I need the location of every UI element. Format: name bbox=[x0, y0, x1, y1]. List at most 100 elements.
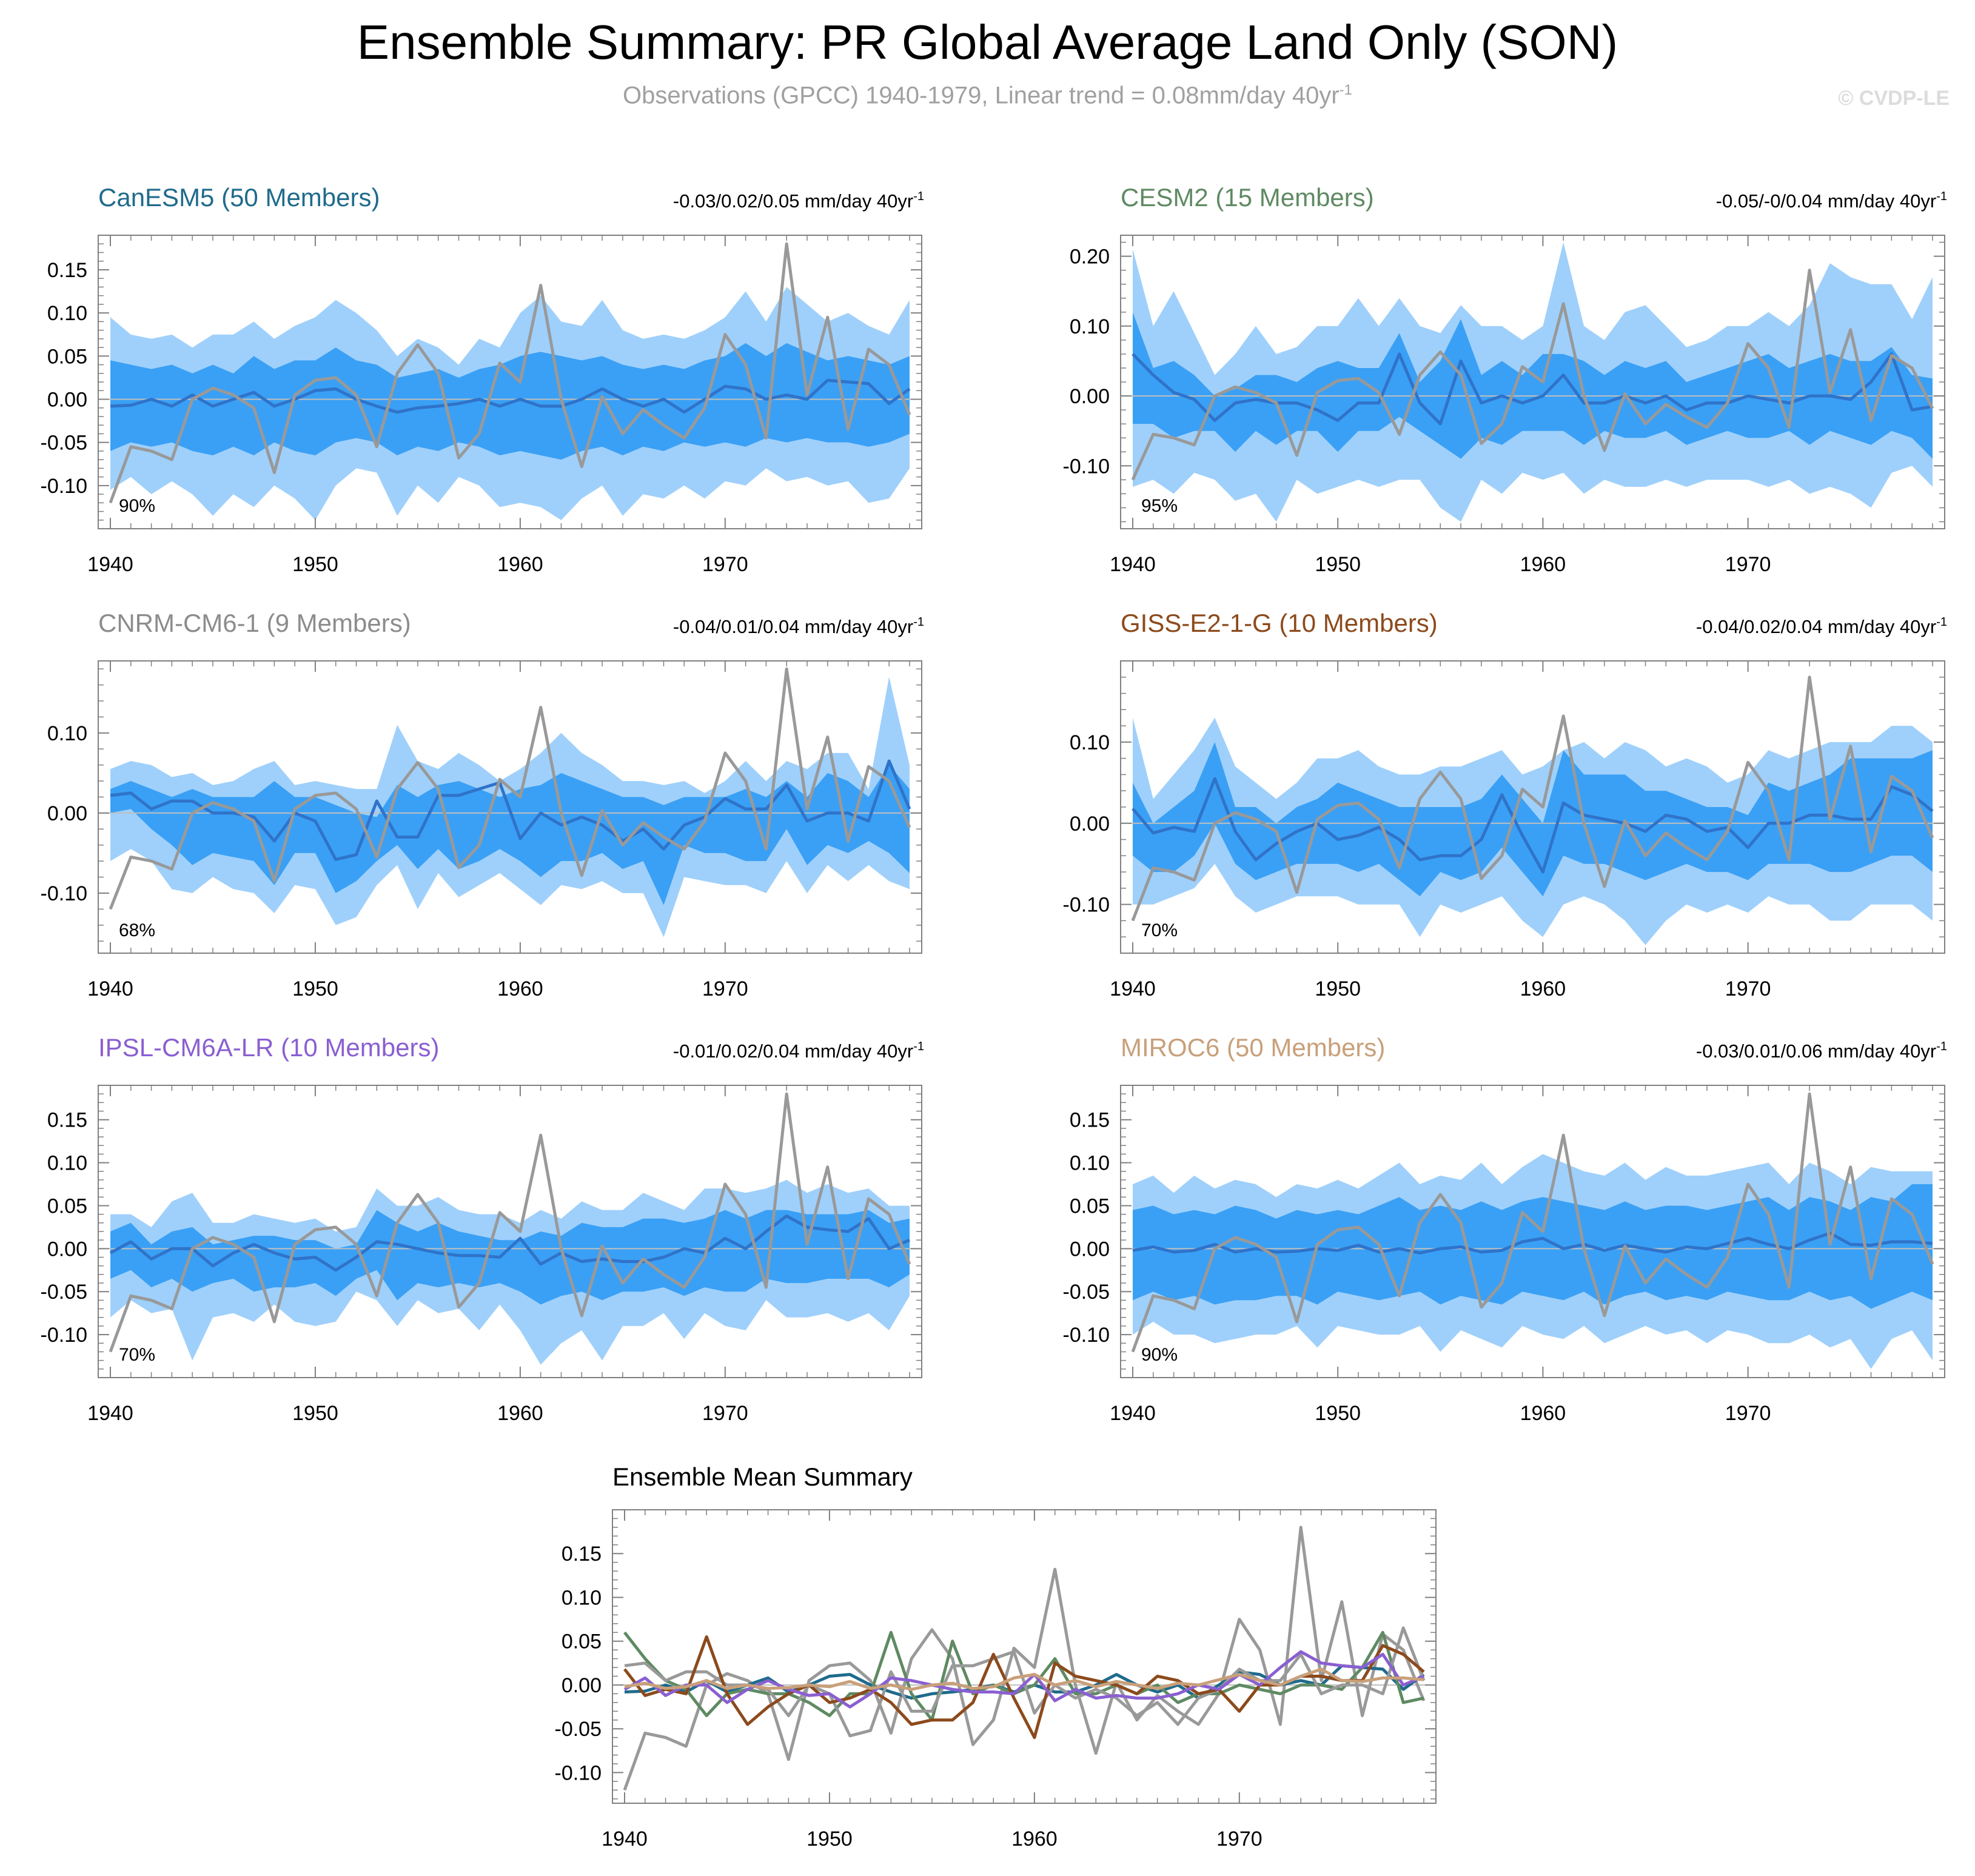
trend-label-text: -0.05/-0/0.04 mm/day 40yr bbox=[1716, 190, 1937, 212]
y-tick-label: 0.15 bbox=[1070, 1109, 1110, 1132]
trend-label: -0.03/0.02/0.05 mm/day 40yr-1 bbox=[673, 190, 924, 212]
panel-title: CNRM-CM6-1 (9 Members) bbox=[98, 609, 411, 637]
panel-0: -0.10 -0.05 0.00 0.05 0.10 0.15 1940 1950 1960 19… bbox=[41, 183, 925, 576]
y-tick-label: 0.05 bbox=[47, 1194, 87, 1218]
y-tick-label: 0.00 bbox=[47, 388, 87, 411]
trend-label-sup: -1 bbox=[913, 615, 924, 629]
x-tick-label: 1960 bbox=[1520, 1402, 1566, 1425]
x-tick-label: 1950 bbox=[292, 977, 338, 1000]
panel-title: IPSL-CM6A-LR (10 Members) bbox=[98, 1033, 439, 1062]
y-tick-label: 0.10 bbox=[562, 1586, 602, 1609]
subtitle-text: Observations (GPCC) 1940-1979, Linear tr… bbox=[622, 82, 1340, 109]
y-tick-label: -0.05 bbox=[1063, 1281, 1110, 1304]
series-line-miroc6 bbox=[624, 1667, 1424, 1691]
percent-label: 68% bbox=[119, 920, 155, 940]
x-tick-label: 1970 bbox=[1725, 553, 1771, 576]
x-tick-label: 1970 bbox=[702, 553, 748, 576]
inner-band bbox=[1133, 742, 1933, 897]
trend-label-text: -0.04/0.01/0.04 mm/day 40yr bbox=[673, 616, 913, 637]
y-tick-label: -0.10 bbox=[555, 1761, 602, 1784]
ensemble-mean-line bbox=[109, 1214, 910, 1272]
x-tick-label: 1960 bbox=[1011, 1827, 1058, 1851]
trend-label-sup: -1 bbox=[1936, 190, 1947, 203]
y-tick-label: -0.10 bbox=[1063, 1324, 1110, 1347]
figure-title: Ensemble Summary: PR Global Average Land… bbox=[357, 15, 1618, 69]
y-tick-label: -0.10 bbox=[41, 1324, 88, 1347]
trend-label: -0.03/0.01/0.06 mm/day 40yr-1 bbox=[1696, 1040, 1947, 1062]
y-tick-label: 0.00 bbox=[1070, 385, 1110, 408]
plot-frame bbox=[98, 660, 922, 954]
x-tick-label: 1950 bbox=[806, 1827, 853, 1851]
trend-label-text: -0.01/0.02/0.04 mm/day 40yr bbox=[673, 1040, 913, 1062]
y-tick-label: 0.10 bbox=[1070, 731, 1110, 754]
trend-label-text: -0.04/0.02/0.04 mm/day 40yr bbox=[1696, 616, 1936, 637]
x-tick-label: 1960 bbox=[497, 1402, 543, 1425]
panel-3: -0.10 0.00 0.10 1940 1950 1960 1970 GISS-E2-1-G… bbox=[1063, 609, 1948, 1000]
panel-title: MIROC6 (50 Members) bbox=[1121, 1033, 1385, 1062]
observations-line bbox=[109, 242, 911, 504]
y-tick-label: 0.10 bbox=[1070, 315, 1110, 338]
x-tick-label: 1940 bbox=[602, 1827, 648, 1851]
y-tick-label: 0.15 bbox=[562, 1543, 602, 1566]
percent-label: 70% bbox=[1141, 920, 1178, 940]
panel-title: CESM2 (15 Members) bbox=[1121, 183, 1374, 212]
observations-line bbox=[1131, 269, 1934, 481]
trend-label: -0.04/0.02/0.04 mm/day 40yr-1 bbox=[1696, 615, 1947, 637]
y-tick-label: 0.10 bbox=[1070, 1152, 1110, 1175]
y-tick-label: -0.05 bbox=[555, 1718, 602, 1741]
y-tick-label: 0.15 bbox=[47, 259, 87, 282]
y-tick-label: -0.10 bbox=[1063, 455, 1110, 478]
observations-line bbox=[1131, 675, 1934, 922]
x-tick-label: 1950 bbox=[292, 553, 338, 576]
x-tick-label: 1970 bbox=[702, 1402, 748, 1425]
x-tick-label: 1950 bbox=[292, 1402, 338, 1425]
y-tick-label: 0.00 bbox=[1070, 1238, 1110, 1261]
panel-2: -0.10 0.00 0.10 1940 1950 1960 1970 CNRM-CM6-1 … bbox=[41, 609, 925, 1000]
y-tick-label: 0.10 bbox=[47, 1152, 87, 1175]
y-tick-label: 0.20 bbox=[1070, 246, 1110, 269]
trend-label-text: -0.03/0.02/0.05 mm/day 40yr bbox=[673, 190, 913, 212]
percent-label: 70% bbox=[119, 1345, 155, 1365]
y-tick-label: -0.10 bbox=[41, 475, 88, 498]
y-tick-label: 0.10 bbox=[47, 302, 87, 325]
trend-label: -0.01/0.02/0.04 mm/day 40yr-1 bbox=[673, 1040, 924, 1062]
x-tick-label: 1940 bbox=[87, 977, 133, 1000]
x-tick-label: 1960 bbox=[497, 977, 543, 1000]
trend-label: -0.05/-0/0.04 mm/day 40yr-1 bbox=[1716, 190, 1947, 212]
inner-band bbox=[1133, 1184, 1933, 1309]
percent-label: 90% bbox=[119, 496, 155, 516]
y-tick-label: 0.05 bbox=[47, 345, 87, 368]
x-tick-label: 1970 bbox=[702, 977, 748, 1000]
ensemble-mean-line bbox=[1132, 352, 1933, 426]
y-tick-label: 0.00 bbox=[1070, 812, 1110, 836]
x-tick-label: 1970 bbox=[1216, 1827, 1262, 1851]
panel-4: -0.10 -0.05 0.00 0.05 0.10 0.15 1940 1950 1960 19… bbox=[41, 1033, 925, 1425]
y-tick-label: 0.00 bbox=[562, 1674, 602, 1697]
series-line-ipsl-cm6a-lr bbox=[623, 1650, 1424, 1709]
series-line-cesm2 bbox=[623, 1630, 1424, 1722]
trend-label-sup: -1 bbox=[913, 190, 924, 203]
x-tick-label: 1960 bbox=[497, 553, 543, 576]
figure-subtitle: Observations (GPCC) 1940-1979, Linear tr… bbox=[0, 82, 1975, 109]
panel-6: -0.10 -0.05 0.00 0.05 0.10 0.15 1940 1950 1960 19… bbox=[555, 1462, 1437, 1851]
credit-label: © CVDP-LE bbox=[1838, 87, 1950, 110]
panel-title: GISS-E2-1-G (10 Members) bbox=[1121, 609, 1438, 637]
y-tick-label: -0.10 bbox=[41, 882, 88, 905]
x-tick-label: 1960 bbox=[1520, 977, 1566, 1000]
observations-line bbox=[109, 667, 911, 910]
x-tick-label: 1970 bbox=[1725, 977, 1771, 1000]
x-tick-label: 1950 bbox=[1315, 1402, 1361, 1425]
panel-5: -0.10 -0.05 0.00 0.05 0.10 0.15 1940 1950 1960 19… bbox=[1063, 1033, 1948, 1425]
percent-label: 95% bbox=[1141, 496, 1178, 516]
y-tick-label: 0.15 bbox=[47, 1109, 87, 1132]
y-tick-label: 0.10 bbox=[47, 722, 87, 745]
plot-frame bbox=[612, 1509, 1437, 1804]
observations-line bbox=[109, 1092, 911, 1353]
x-tick-label: 1940 bbox=[1110, 1402, 1156, 1425]
x-tick-label: 1940 bbox=[87, 1402, 133, 1425]
y-tick-label: -0.05 bbox=[41, 1281, 88, 1304]
panel-1: -0.10 0.00 0.10 0.20 1940 1950 1960 1970 CESM2 (… bbox=[1063, 183, 1948, 576]
x-tick-label: 1970 bbox=[1725, 1402, 1771, 1425]
percent-label: 90% bbox=[1141, 1345, 1178, 1365]
y-tick-label: 0.05 bbox=[1070, 1194, 1110, 1218]
